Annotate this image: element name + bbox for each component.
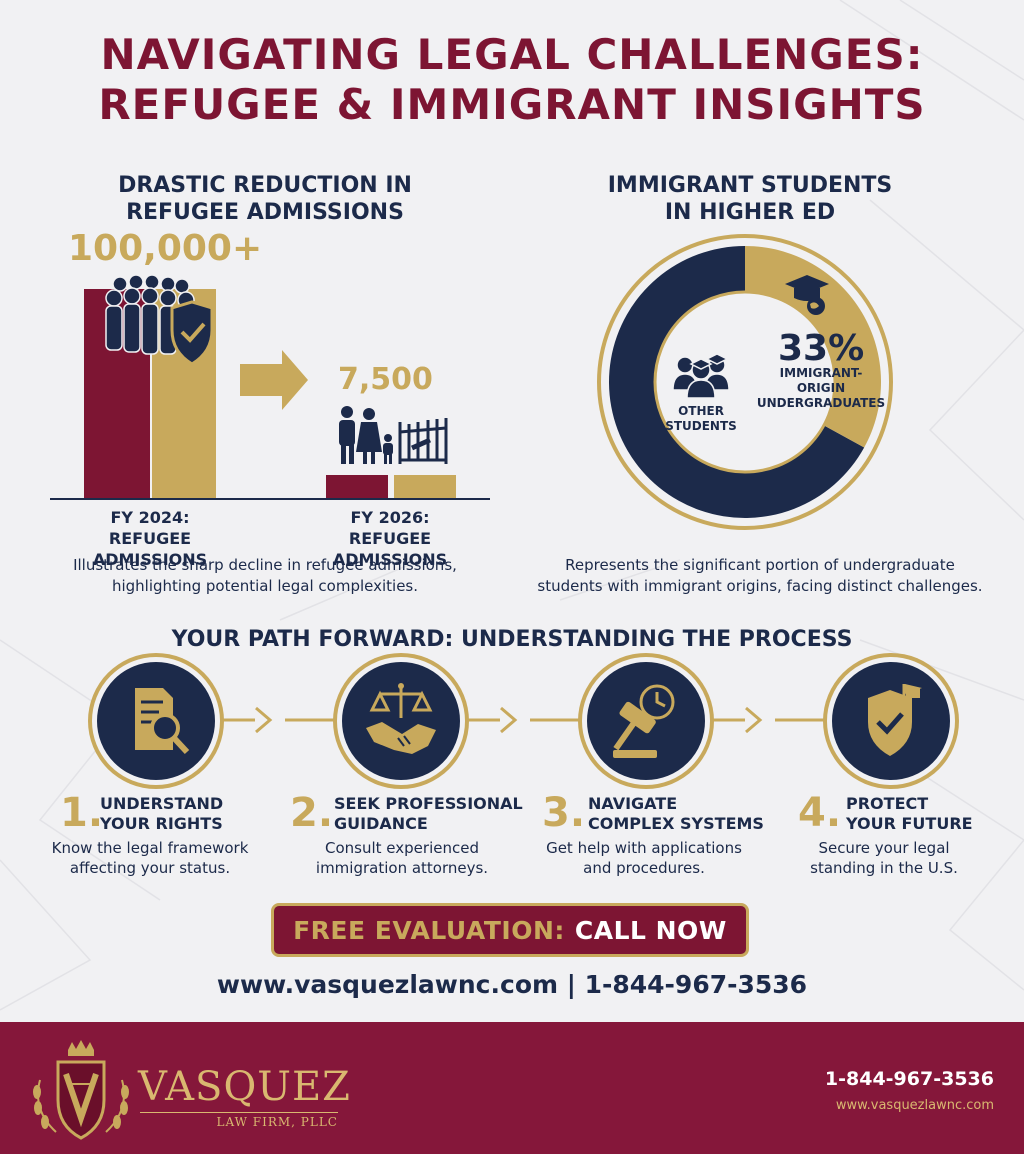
step-4-title-line-1: PROTECT bbox=[846, 794, 929, 813]
step-4-title-line-2: YOUR FUTURE bbox=[846, 814, 973, 833]
fy2024-label-line-2: REFUGEE ADMISSIONS bbox=[92, 529, 208, 569]
step-3-circle bbox=[582, 657, 710, 785]
step-1-title-line-2: YOUR RIGHTS bbox=[100, 814, 223, 833]
students-description-line-1: Represents the significant portion of un… bbox=[565, 556, 955, 574]
admissions-heading: DRASTIC REDUCTION IN REFUGEE ADMISSIONS bbox=[60, 172, 470, 226]
step-3-number: 3. bbox=[542, 790, 586, 836]
footer-website-link[interactable]: www.vasquezlawnc.com bbox=[835, 1098, 994, 1113]
students-icon bbox=[672, 353, 730, 399]
students-donut-chart bbox=[597, 234, 893, 530]
law-firm-crest-logo bbox=[33, 1040, 129, 1140]
step-1-circle bbox=[92, 657, 220, 785]
process-connector-line bbox=[222, 706, 825, 734]
step-1-description: Know the legal framework affecting your … bbox=[30, 838, 270, 878]
logo-subtitle: LAW FIRM, PLLC bbox=[216, 1115, 338, 1129]
step-2-header: 2. SEEK PROFESSIONAL GUIDANCE bbox=[290, 790, 530, 840]
gavel-clock-icon bbox=[613, 684, 675, 758]
donut-other-segment bbox=[609, 246, 865, 518]
immigrant-percent: 33% bbox=[778, 328, 865, 369]
step-4-description-line-1: Secure your legal bbox=[818, 839, 950, 857]
donut-immigrant-segment bbox=[745, 246, 881, 448]
other-students-label-line-2: STUDENTS bbox=[665, 419, 737, 433]
students-description: Represents the significant portion of un… bbox=[520, 555, 1000, 597]
step-2-title-line-1: SEEK PROFESSIONAL bbox=[334, 794, 523, 813]
step-2-number: 2. bbox=[290, 790, 334, 836]
logo-name: VASQUEZ bbox=[138, 1064, 351, 1110]
step-3-header: 3. NAVIGATE COMPLEX SYSTEMS bbox=[542, 790, 772, 840]
footer: VASQUEZ LAW FIRM, PLLC 1-844-967-3536 ww… bbox=[0, 1022, 1024, 1154]
students-heading: IMMIGRANT STUDENTS IN HIGHER ED bbox=[540, 172, 960, 226]
step-2-circle bbox=[337, 657, 465, 785]
students-description-line-2: students with immigrant origins, facing … bbox=[537, 577, 983, 595]
step-3-description-line-1: Get help with applications bbox=[546, 839, 742, 857]
document-magnifier-icon bbox=[135, 688, 190, 755]
footer-phone-link[interactable]: 1-844-967-3536 bbox=[824, 1068, 994, 1090]
fy2026-label-line-1: FY 2026: bbox=[350, 508, 430, 527]
fy2024-label-line-1: FY 2024: bbox=[110, 508, 190, 527]
fy2024-label: FY 2024: REFUGEE ADMISSIONS bbox=[50, 507, 250, 570]
scales-handshake-icon bbox=[366, 683, 436, 754]
fy2026-bar-maroon bbox=[326, 475, 388, 499]
graduation-cap-icon bbox=[785, 275, 829, 315]
fy2024-value: 100,000+ bbox=[68, 228, 263, 269]
fy2026-bar-gold bbox=[394, 475, 456, 499]
step-1-title: UNDERSTAND YOUR RIGHTS bbox=[100, 794, 223, 834]
step-4-number: 4. bbox=[798, 790, 842, 836]
step-1-description-line-1: Know the legal framework bbox=[51, 839, 249, 857]
process-heading: YOUR PATH FORWARD: UNDERSTANDING THE PRO… bbox=[171, 627, 853, 652]
title-line-1: NAVIGATING LEGAL CHALLENGES: bbox=[100, 30, 924, 79]
shield-check-icon bbox=[170, 300, 214, 366]
donut-outer-ring bbox=[597, 234, 893, 530]
cta-label-part-1: FREE EVALUATION: bbox=[293, 915, 565, 945]
step-2-description-line-1: Consult experienced bbox=[325, 839, 479, 857]
title-line-2: REFUGEE & IMMIGRANT INSIGHTS bbox=[98, 80, 926, 129]
admissions-heading-line-1: DRASTIC REDUCTION IN bbox=[118, 173, 412, 198]
step-3-title: NAVIGATE COMPLEX SYSTEMS bbox=[588, 794, 764, 834]
step-1-title-line-1: UNDERSTAND bbox=[100, 794, 224, 813]
cta-label-part-2: CALL NOW bbox=[574, 915, 727, 945]
background-pattern bbox=[0, 0, 1024, 1011]
gate-icon bbox=[398, 418, 448, 464]
fy2026-value: 7,500 bbox=[338, 362, 433, 397]
step-1-description-line-2: affecting your status. bbox=[69, 859, 231, 877]
step-2-description-line-2: immigration attorneys. bbox=[315, 859, 489, 877]
step-1-header: 1. UNDERSTAND YOUR RIGHTS bbox=[60, 790, 260, 840]
step-2-title-line-2: GUIDANCE bbox=[334, 814, 428, 833]
admissions-bar-graphic bbox=[50, 274, 490, 500]
step-4-description: Secure your legal standing in the U.S. bbox=[764, 838, 1004, 878]
step-3-description: Get help with applications and procedure… bbox=[524, 838, 764, 878]
step-4-header: 4. PROTECT YOUR FUTURE bbox=[798, 790, 998, 840]
students-heading-line-2: IN HIGHER ED bbox=[664, 200, 836, 225]
step-4-title: PROTECT YOUR FUTURE bbox=[846, 794, 973, 834]
step-4-circle bbox=[827, 657, 955, 785]
step-4-description-line-2: standing in the U.S. bbox=[810, 859, 958, 877]
shield-flag-icon bbox=[868, 684, 922, 756]
fy2026-label: FY 2026: REFUGEE ADMISSIONS bbox=[290, 507, 490, 570]
family-icon bbox=[339, 406, 393, 464]
immigrant-label-line-2: UNDERGRADUATES bbox=[756, 396, 886, 410]
contact-line: www.vasquezlawnc.com | 1-844-967-3536 bbox=[216, 970, 808, 999]
fy2026-label-line-2: REFUGEE ADMISSIONS bbox=[332, 529, 448, 569]
step-2-title: SEEK PROFESSIONAL GUIDANCE bbox=[334, 794, 523, 834]
admissions-description-line-1: Illustrates the sharp decline in refugee… bbox=[73, 556, 457, 574]
admissions-description-line-2: highlighting potential legal complexitie… bbox=[111, 577, 419, 595]
step-1-number: 1. bbox=[60, 790, 104, 836]
donut-inner-ring bbox=[653, 290, 837, 474]
page-title: NAVIGATING LEGAL CHALLENGES: REFUGEE & I… bbox=[0, 30, 1024, 130]
immigrant-label: IMMIGRANT-ORIGIN UNDERGRADUATES bbox=[756, 366, 886, 411]
step-2-description: Consult experienced immigration attorney… bbox=[282, 838, 522, 878]
step-3-title-line-2: COMPLEX SYSTEMS bbox=[588, 814, 764, 833]
admissions-description: Illustrates the sharp decline in refugee… bbox=[40, 555, 490, 597]
free-evaluation-call-button[interactable]: FREE EVALUATION: CALL NOW bbox=[271, 903, 749, 957]
step-3-description-line-2: and procedures. bbox=[583, 859, 705, 877]
students-heading-line-1: IMMIGRANT STUDENTS bbox=[607, 173, 893, 198]
admissions-heading-line-2: REFUGEE ADMISSIONS bbox=[126, 200, 404, 225]
immigrant-label-line-1: IMMIGRANT-ORIGIN bbox=[779, 366, 863, 395]
other-students-label-line-1: OTHER bbox=[678, 404, 724, 418]
logo-divider bbox=[140, 1112, 338, 1113]
step-3-title-line-1: NAVIGATE bbox=[588, 794, 678, 813]
decline-arrow-icon bbox=[240, 350, 308, 410]
other-students-label: OTHER STUDENTS bbox=[660, 404, 742, 434]
crowd-icon bbox=[105, 274, 195, 355]
